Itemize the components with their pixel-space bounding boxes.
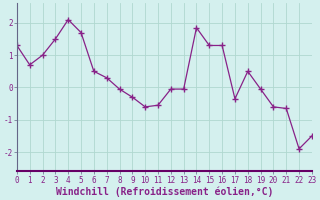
X-axis label: Windchill (Refroidissement éolien,°C): Windchill (Refroidissement éolien,°C)	[56, 186, 273, 197]
